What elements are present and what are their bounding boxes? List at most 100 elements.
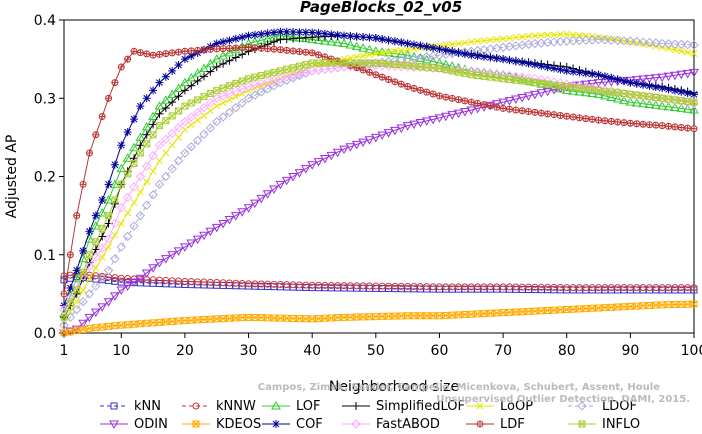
- data-point: [480, 101, 488, 109]
- legend-label: COF: [296, 417, 323, 432]
- legend-item-kNNW: kNNW: [182, 399, 256, 414]
- data-point: [644, 74, 655, 84]
- data-point: [136, 102, 145, 111]
- data-point: [365, 68, 373, 76]
- data-point: [321, 53, 328, 60]
- data-point: [684, 125, 691, 132]
- data-point: [364, 44, 375, 54]
- data-point: [211, 223, 222, 233]
- watermark-line-2: Campos, Zimek, Sander, Campello, Micenko…: [258, 382, 660, 393]
- data-point: [397, 80, 405, 88]
- data-point: [231, 53, 240, 62]
- data-point: [499, 55, 508, 64]
- data-point: [124, 209, 131, 217]
- y-axis: 0.0 0.1 0.2 0.3 0.4: [34, 13, 64, 342]
- series-line: [63, 39, 695, 326]
- data-point: [390, 126, 400, 136]
- legend-item-LOF: LOF: [262, 399, 321, 414]
- data-point: [511, 57, 520, 66]
- data-point: [531, 32, 539, 40]
- data-point: [130, 159, 138, 167]
- data-point: [327, 55, 335, 63]
- data-point: [682, 40, 693, 50]
- data-point: [663, 101, 674, 111]
- legend-item-LDF: LDF: [466, 417, 525, 432]
- data-point: [66, 300, 74, 308]
- data-point: [173, 83, 184, 92]
- data-point: [288, 173, 298, 182]
- data-point: [372, 71, 380, 79]
- data-point: [220, 45, 227, 52]
- data-point: [66, 251, 74, 259]
- data-point: [289, 28, 298, 37]
- data-point: [665, 123, 672, 130]
- data-point: [238, 77, 246, 85]
- data-point: [186, 239, 197, 249]
- data-point: [308, 49, 316, 57]
- data-point: [512, 106, 519, 113]
- x-tick-label: 100: [681, 343, 702, 359]
- data-point: [498, 98, 508, 108]
- data-point: [595, 117, 602, 124]
- data-point: [537, 61, 546, 70]
- data-point: [200, 112, 208, 119]
- data-point: [657, 73, 668, 83]
- data-point: [91, 281, 101, 291]
- data-point: [80, 181, 87, 188]
- x-tick-label: 90: [621, 343, 639, 359]
- data-point: [569, 31, 577, 39]
- data-point: [385, 48, 392, 56]
- data-point: [397, 47, 405, 54]
- data-point: [377, 131, 388, 141]
- data-point: [320, 29, 329, 38]
- data-point: [562, 79, 572, 89]
- data-point: [542, 87, 553, 97]
- legend: kNN kNNW LOF SimplifiedLOF LoOP LDOF ODIN KDEOS…: [100, 399, 640, 432]
- data-point: [300, 165, 311, 174]
- data-point: [66, 328, 74, 336]
- data-point: [664, 85, 673, 94]
- data-point: [71, 273, 82, 282]
- data-point: [384, 36, 393, 45]
- data-point: [568, 80, 578, 90]
- y-tick-label: 0.0: [34, 326, 56, 342]
- data-point: [614, 119, 621, 126]
- data-point: [212, 62, 221, 71]
- data-point: [135, 210, 146, 221]
- data-point: [263, 29, 272, 38]
- data-point: [212, 117, 222, 127]
- data-point: [351, 419, 361, 429]
- data-point: [161, 171, 171, 182]
- data-point: [213, 102, 221, 110]
- data-point: [398, 81, 405, 88]
- data-point: [677, 87, 686, 96]
- data-point: [417, 87, 424, 94]
- x-tick-label: 10: [112, 343, 130, 359]
- data-point: [155, 109, 164, 118]
- data-point: [370, 133, 381, 143]
- data-point: [691, 125, 697, 132]
- data-point: [91, 245, 100, 254]
- data-point: [169, 49, 176, 56]
- data-point: [192, 402, 200, 410]
- data-point: [510, 95, 521, 105]
- x-axis-label: Neighborhood size: [329, 379, 459, 395]
- data-point: [568, 36, 578, 46]
- data-point: [518, 58, 527, 67]
- data-point: [173, 247, 184, 256]
- data-point: [167, 251, 178, 260]
- data-point: [207, 46, 214, 53]
- data-point: [148, 111, 158, 121]
- data-point: [110, 253, 120, 264]
- data-point: [275, 77, 286, 88]
- data-point: [205, 98, 216, 108]
- legend-item-INFLO: INFLO: [568, 417, 640, 432]
- data-point: [480, 52, 488, 61]
- data-point: [232, 79, 240, 87]
- data-point: [84, 289, 95, 299]
- data-point: [129, 182, 139, 192]
- legend-label: kNNW: [216, 399, 256, 414]
- data-point: [576, 31, 583, 39]
- data-point: [150, 52, 157, 59]
- data-point: [455, 96, 462, 103]
